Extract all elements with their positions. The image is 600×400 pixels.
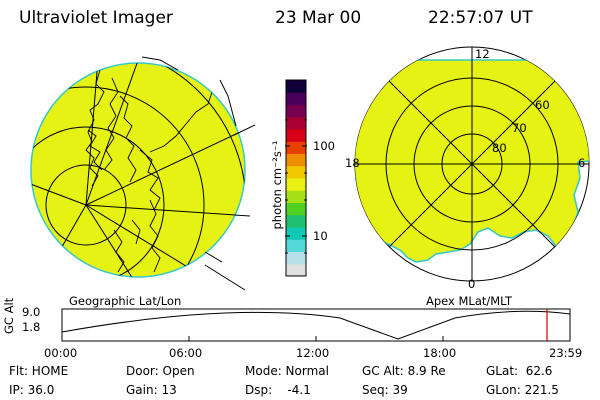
- colorbar-segment: [286, 165, 306, 179]
- colorbar-segment: [286, 141, 306, 154]
- mode-status: Mode: Normal: [245, 364, 329, 378]
- geographic-caption: Geographic Lat/Lon: [69, 294, 182, 308]
- polar-grid: [355, 47, 589, 281]
- timeline-xtick-1200: 12:00: [296, 346, 330, 360]
- timeline-xtick-2359: 23:59: [549, 346, 583, 360]
- time-label: 22:57:07 UT: [428, 8, 533, 28]
- lat-label-80: 80: [492, 141, 507, 155]
- timeline-xtick-0600: 06:00: [169, 346, 203, 360]
- timeline-ytick-top: 9.0: [22, 305, 41, 319]
- date-label: 23 Mar 00: [275, 8, 362, 28]
- colorbar-segment: [286, 202, 306, 216]
- colorbar-segment: [286, 263, 306, 277]
- polar-image: [355, 59, 589, 263]
- timeline-axis-label: GC Alt: [2, 297, 16, 334]
- timeline-xtick-0000: 00:00: [44, 346, 78, 360]
- colorbar-segment: [286, 251, 306, 265]
- lat-label-60: 60: [535, 98, 550, 112]
- colorbar-segment: [286, 129, 306, 142]
- ip-status: IP: 36.0: [9, 383, 55, 397]
- colorbar-ticks: [285, 119, 307, 254]
- colorbar: [285, 79, 307, 277]
- globe-image: [30, 62, 246, 278]
- glon-status: GLon: 221.5: [486, 383, 559, 397]
- dsp-status: Dsp: -4.1: [245, 383, 311, 397]
- colorbar-segment: [286, 116, 306, 130]
- colorbar-segment: [286, 104, 306, 118]
- apex-caption: Apex MLat/MLT: [426, 294, 513, 308]
- gain-status: Gain: 13: [126, 383, 177, 397]
- colorbar-segment: [286, 227, 306, 240]
- lat-label-70: 70: [512, 121, 527, 135]
- colorbar-outline: [285, 79, 307, 277]
- colorbar-segment: [286, 178, 306, 191]
- mlt-label-0: 0: [468, 277, 476, 291]
- colorbar-segment: [286, 214, 306, 228]
- colorbar-segment: [286, 239, 306, 252]
- colorbar-segment: [286, 190, 306, 203]
- coastlines: [85, 63, 227, 273]
- mlt-label-18: 18: [345, 156, 360, 170]
- geographic-globe: [30, 56, 256, 291]
- filter-status: Flt: HOME: [9, 364, 69, 378]
- colorbar-segment: [286, 153, 306, 167]
- glat-status: GLat: 62.6: [486, 364, 553, 378]
- colorbar-unit-label: photon cm⁻²s⁻¹: [270, 140, 284, 230]
- timeline-plot: [61, 308, 571, 342]
- mlt-label-6: 6: [578, 156, 586, 170]
- colorbar-tick-100: 100: [313, 139, 335, 153]
- globe-grid-extensions: [141, 56, 256, 291]
- colorbar-tick-10: 10: [313, 229, 328, 243]
- timeline-ytick-bottom: 1.8: [22, 320, 41, 334]
- colorbar-segment: [286, 80, 306, 93]
- instrument-title: Ultraviolet Imager: [19, 8, 173, 28]
- gc-alt-status: GC Alt: 8.9 Re: [362, 364, 446, 378]
- mlt-label-12: 12: [475, 47, 490, 61]
- seq-status: Seq: 39: [362, 383, 408, 397]
- timeline-xtick-1800: 18:00: [423, 346, 457, 360]
- colorbar-segment: [286, 92, 306, 105]
- door-status: Door: Open: [126, 364, 195, 378]
- apex-polar-plot: [354, 46, 590, 282]
